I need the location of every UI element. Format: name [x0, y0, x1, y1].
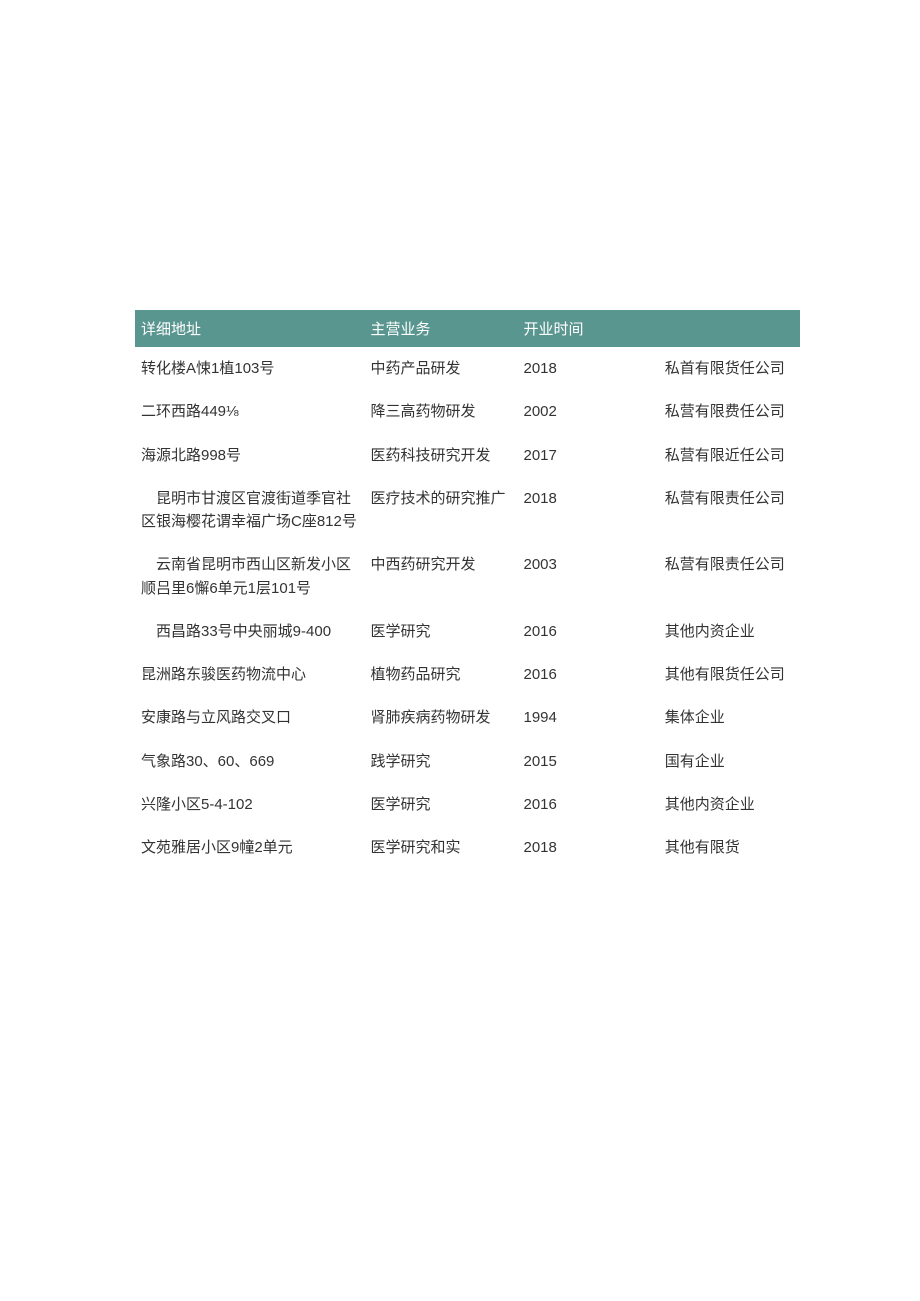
cell-year: 2002 — [518, 390, 659, 433]
table-row: 云南省昆明市西山区新发小区顺吕里6懈6单元1层101号 中西药研究开发 2003… — [135, 543, 800, 610]
cell-address: 昆洲路东骏医药物流中心 — [135, 653, 365, 696]
header-business: 主营业务 — [365, 310, 518, 347]
cell-type: 私营有限责任公司 — [659, 477, 800, 544]
table-row: 西昌路33号中央丽城9-400 医学研究 2016 其他内资企业 — [135, 610, 800, 653]
cell-year: 2016 — [518, 653, 659, 696]
cell-address: 二环西路449⅛ — [135, 390, 365, 433]
cell-business: 植物药品研究 — [365, 653, 518, 696]
company-data-table: 详细地址 主营业务 开业时间 转化楼A悚1植103号 中药产品研发 2018 私… — [135, 310, 800, 869]
table-row: 兴隆小区5-4-102 医学研究 2016 其他内资企业 — [135, 783, 800, 826]
table-row: 气象路30、60、669 践学研究 2015 国有企业 — [135, 740, 800, 783]
cell-type: 其他内资企业 — [659, 783, 800, 826]
cell-business: 中西药研究开发 — [365, 543, 518, 610]
table-header-row: 详细地址 主营业务 开业时间 — [135, 310, 800, 347]
cell-address: 西昌路33号中央丽城9-400 — [135, 610, 365, 653]
cell-business: 医药科技研究开发 — [365, 434, 518, 477]
cell-business: 肾肺疾病药物研发 — [365, 696, 518, 739]
cell-business: 中药产品研发 — [365, 347, 518, 390]
cell-address: 兴隆小区5-4-102 — [135, 783, 365, 826]
cell-year: 2018 — [518, 477, 659, 544]
cell-business: 医学研究 — [365, 783, 518, 826]
cell-address: 安康路与立风路交叉口 — [135, 696, 365, 739]
cell-business: 医学研究 — [365, 610, 518, 653]
cell-address: 云南省昆明市西山区新发小区顺吕里6懈6单元1层101号 — [135, 543, 365, 610]
cell-year: 1994 — [518, 696, 659, 739]
cell-type: 私营有限费任公司 — [659, 390, 800, 433]
table-row: 昆明市甘渡区官渡街道季官社区银海樱花谓幸福广场C座812号 医疗技术的研究推广 … — [135, 477, 800, 544]
cell-address: 文苑雅居小区9幢2单元 — [135, 826, 365, 869]
table-row: 海源北路998号 医药科技研究开发 2017 私营有限近任公司 — [135, 434, 800, 477]
cell-business: 践学研究 — [365, 740, 518, 783]
cell-business: 医学研究和实 — [365, 826, 518, 869]
cell-address: 气象路30、60、669 — [135, 740, 365, 783]
cell-address: 昆明市甘渡区官渡街道季官社区银海樱花谓幸福广场C座812号 — [135, 477, 365, 544]
cell-year: 2018 — [518, 347, 659, 390]
table-body: 转化楼A悚1植103号 中药产品研发 2018 私首有限货任公司 二环西路449… — [135, 347, 800, 869]
cell-type: 私营有限责任公司 — [659, 543, 800, 610]
cell-type: 集体企业 — [659, 696, 800, 739]
cell-year: 2016 — [518, 783, 659, 826]
table-row: 二环西路449⅛ 降三高药物研发 2002 私营有限费任公司 — [135, 390, 800, 433]
cell-year: 2018 — [518, 826, 659, 869]
header-type — [659, 310, 800, 347]
table-row: 安康路与立风路交叉口 肾肺疾病药物研发 1994 集体企业 — [135, 696, 800, 739]
table-row: 转化楼A悚1植103号 中药产品研发 2018 私首有限货任公司 — [135, 347, 800, 390]
cell-year: 2017 — [518, 434, 659, 477]
table-row: 文苑雅居小区9幢2单元 医学研究和实 2018 其他有限货 — [135, 826, 800, 869]
header-year: 开业时间 — [518, 310, 659, 347]
cell-type: 私营有限近任公司 — [659, 434, 800, 477]
cell-address: 转化楼A悚1植103号 — [135, 347, 365, 390]
cell-business: 降三高药物研发 — [365, 390, 518, 433]
table-row: 昆洲路东骏医药物流中心 植物药品研究 2016 其他有限货任公司 — [135, 653, 800, 696]
cell-type: 其他内资企业 — [659, 610, 800, 653]
header-address: 详细地址 — [135, 310, 365, 347]
cell-address: 海源北路998号 — [135, 434, 365, 477]
cell-year: 2016 — [518, 610, 659, 653]
cell-year: 2003 — [518, 543, 659, 610]
cell-business: 医疗技术的研究推广 — [365, 477, 518, 544]
cell-year: 2015 — [518, 740, 659, 783]
cell-type: 其他有限货任公司 — [659, 653, 800, 696]
cell-type: 国有企业 — [659, 740, 800, 783]
cell-type: 其他有限货 — [659, 826, 800, 869]
cell-type: 私首有限货任公司 — [659, 347, 800, 390]
